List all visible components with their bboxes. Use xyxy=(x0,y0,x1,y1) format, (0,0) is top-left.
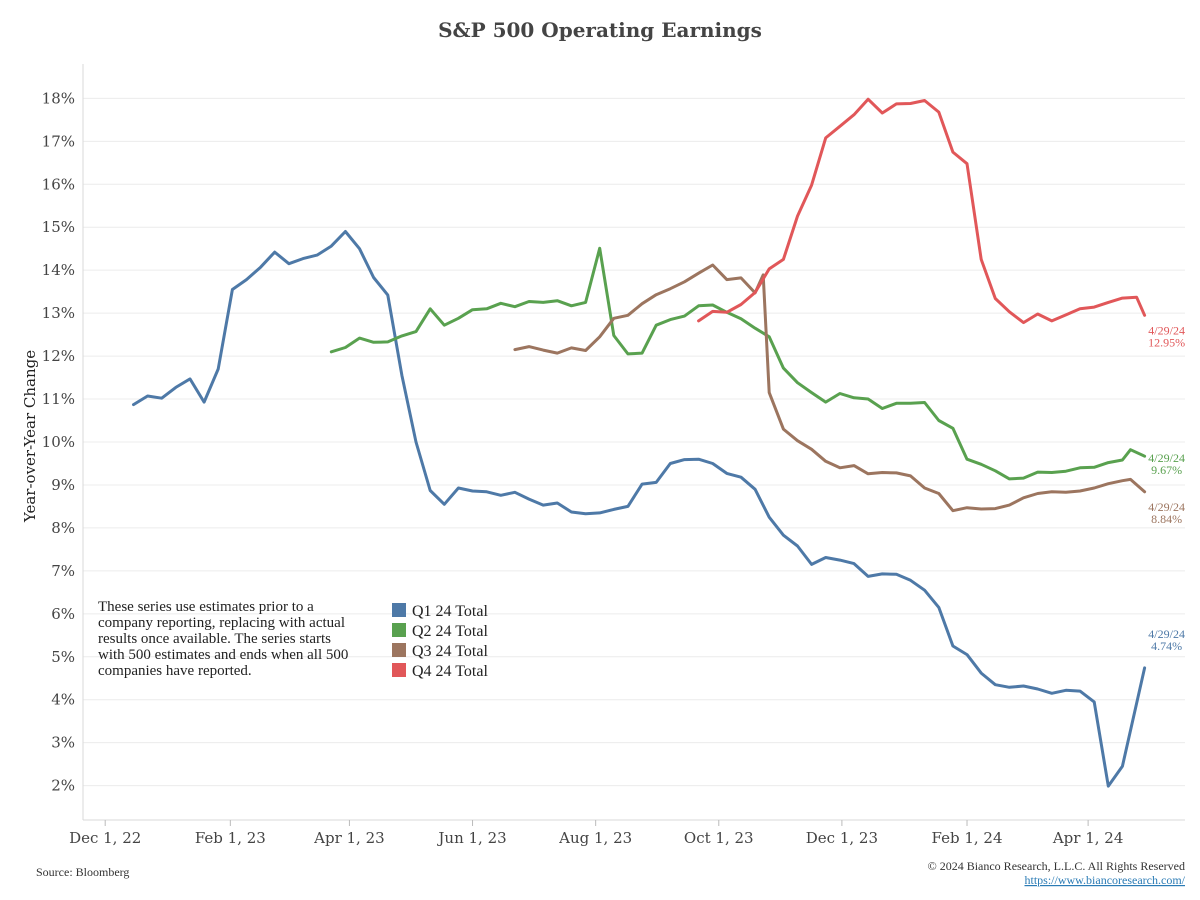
legend-swatch xyxy=(392,603,406,617)
y-tick-label: 13% xyxy=(42,304,75,322)
y-tick-label: 15% xyxy=(42,218,75,236)
series-line-q3-24-total xyxy=(513,263,1147,513)
note-box: These series use estimates prior to a co… xyxy=(98,599,348,679)
series-lines xyxy=(132,97,1147,788)
y-tick-label: 3% xyxy=(51,734,75,752)
x-tick-label: Aug 1, 23 xyxy=(558,829,632,847)
source-note: Source: Bloomberg xyxy=(36,865,129,879)
end-label-date: 4/29/24 xyxy=(1148,323,1185,337)
y-tick-label: 9% xyxy=(51,476,75,494)
y-tick-label: 2% xyxy=(51,777,75,795)
copyright: © 2024 Bianco Research, L.L.C. All Right… xyxy=(928,859,1185,873)
x-tick-label: Feb 1, 23 xyxy=(195,829,266,847)
note-line: company reporting, replacing with actual xyxy=(98,615,345,631)
x-tick-label: Apr 1, 24 xyxy=(1052,829,1124,847)
y-tick-label: 18% xyxy=(42,89,75,107)
website-link[interactable]: https://www.biancoresearch.com/ xyxy=(1024,873,1185,887)
legend-swatch xyxy=(392,623,406,637)
note-line: These series use estimates prior to a xyxy=(98,599,314,615)
end-label-value: 4.74% xyxy=(1151,639,1182,653)
y-tick-label: 16% xyxy=(42,175,75,193)
y-axis-ticks: 2% 3% 4% 5% 6% 7% 8% 9% 10% 11% 12% 13% 14% 15% 16% 17%… xyxy=(42,89,75,794)
y-tick-label: 17% xyxy=(42,132,75,150)
x-tick-label: Jun 1, 23 xyxy=(436,829,506,847)
y-tick-label: 10% xyxy=(42,433,75,451)
note-line: with 500 estimates and ends when all 500 xyxy=(98,647,348,663)
end-label-date: 4/29/24 xyxy=(1148,627,1185,641)
series-line-q2-24-total xyxy=(329,246,1147,481)
legend-label: Q1 24 Total xyxy=(412,603,488,620)
x-axis-ticks: Dec 1, 22 Feb 1, 23 Apr 1, 23 Jun 1, 23 Aug … xyxy=(69,820,1123,847)
y-tick-label: 5% xyxy=(51,648,75,666)
y-tick-label: 8% xyxy=(51,519,75,537)
y-tick-label: 12% xyxy=(42,347,75,365)
y-tick-label: 6% xyxy=(51,605,75,623)
end-labels: 4/29/244.74%4/29/249.67%4/29/248.84%4/29… xyxy=(1148,323,1185,653)
end-label-value: 9.67% xyxy=(1151,463,1182,477)
end-label-value: 8.84% xyxy=(1151,512,1182,526)
legend-label: Q4 24 Total xyxy=(412,663,488,680)
series-line-q1-24-total xyxy=(132,230,1147,788)
end-label-date: 4/29/24 xyxy=(1148,500,1185,514)
y-axis-label: Year-over-Year Change xyxy=(21,350,39,523)
y-tick-label: 11% xyxy=(42,390,75,408)
x-tick-label: Oct 1, 23 xyxy=(684,829,754,847)
note-line: companies have reported. xyxy=(98,663,252,679)
note-line: results once available. The series start… xyxy=(98,631,331,647)
legend-swatch xyxy=(392,643,406,657)
legend-label: Q3 24 Total xyxy=(412,643,488,660)
end-label-date: 4/29/24 xyxy=(1148,451,1185,465)
x-tick-label: Dec 1, 22 xyxy=(69,829,141,847)
chart-title: S&P 500 Operating Earnings xyxy=(438,18,762,42)
x-tick-label: Apr 1, 23 xyxy=(313,829,385,847)
x-tick-label: Dec 1, 23 xyxy=(806,829,878,847)
grid xyxy=(82,64,1185,820)
legend-swatch xyxy=(392,663,406,677)
y-tick-label: 14% xyxy=(42,261,75,279)
x-tick-label: Feb 1, 24 xyxy=(932,829,1003,847)
y-tick-label: 4% xyxy=(51,691,75,709)
legend: Q1 24 Total Q2 24 Total Q3 24 Total Q4 24 T… xyxy=(392,603,488,680)
end-label-value: 12.95% xyxy=(1148,335,1185,349)
legend-label: Q2 24 Total xyxy=(412,623,488,640)
y-tick-label: 7% xyxy=(51,562,75,580)
series-line-q4-24-total xyxy=(697,97,1147,325)
